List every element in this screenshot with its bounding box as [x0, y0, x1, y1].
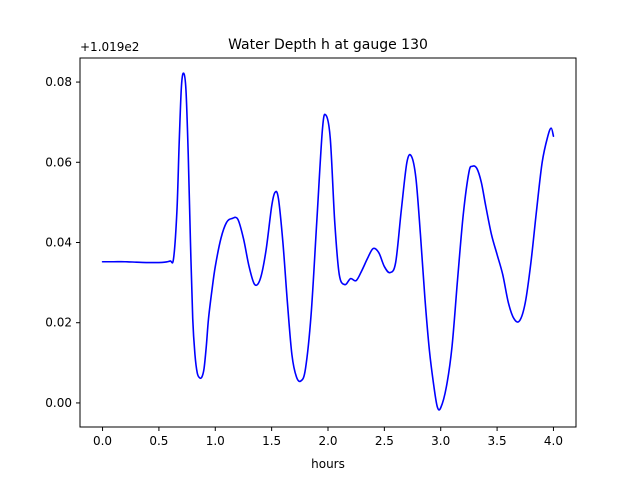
x-tick-label: 3.0 — [431, 434, 450, 448]
x-tick-label: 3.5 — [488, 434, 507, 448]
y-tick-label: 0.04 — [45, 236, 72, 250]
x-tick-label: 0.0 — [93, 434, 112, 448]
y-tick-label: 0.02 — [45, 316, 72, 330]
x-axis-label: hours — [311, 457, 345, 471]
x-tick-label: 2.0 — [318, 434, 337, 448]
x-tick-label: 4.0 — [544, 434, 563, 448]
y-tick-label: 0.08 — [45, 75, 72, 89]
y-tick-label: 0.06 — [45, 155, 72, 169]
x-tick-label: 1.0 — [206, 434, 225, 448]
series-line — [101, 72, 555, 411]
ticks-layer: 0.0 0.5 1.0 1.5 2.0 2.5 3.0 3.5 4.0 0.00 0.02 0.04 0… — [45, 75, 563, 448]
y-offset-label: +1.019e2 — [80, 40, 139, 54]
plot-frame — [79, 57, 577, 428]
chart-title: Water Depth h at gauge 130 — [228, 37, 428, 53]
x-tick-label: 1.5 — [262, 434, 281, 448]
x-tick-label: 2.5 — [375, 434, 394, 448]
y-tick-label: 0.00 — [45, 396, 72, 410]
x-tick-label: 0.5 — [149, 434, 168, 448]
